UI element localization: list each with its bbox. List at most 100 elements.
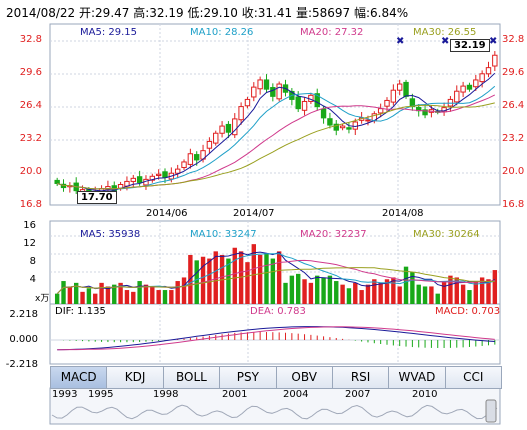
candle-body [492, 54, 498, 67]
quote-open: 开:29.47 [79, 6, 130, 20]
candle-body [314, 93, 320, 108]
volume-bar [245, 262, 250, 304]
quote-date: 2014/08/22 [6, 6, 76, 20]
price-ytick: 23.2 [19, 133, 42, 144]
volume-bar [238, 251, 244, 304]
candle-body [346, 127, 352, 130]
candle-body [194, 154, 200, 161]
volume-bar [359, 290, 364, 304]
candle-body [174, 168, 181, 174]
volume-bar [321, 277, 326, 304]
tab-kdj[interactable]: KDJ [107, 367, 164, 388]
price-ytick: 32.8 [19, 34, 42, 45]
volume-ytick: 8 [29, 256, 36, 267]
price-ma30-line [57, 102, 495, 190]
macd-dif: DIF: 1.135 [55, 306, 106, 317]
vol-ma10-legend: MA10: 33247 [190, 229, 257, 240]
volume-unit: x万 [35, 294, 50, 304]
vol-ma30-legend: MA30: 30264 [413, 229, 480, 240]
candle-body [390, 89, 397, 103]
volume-bar [448, 275, 453, 304]
x-tick-aug: 2014/08 [382, 208, 424, 219]
price-panel-frame [49, 23, 501, 206]
x-tick-jun: 2014/06 [146, 208, 188, 219]
volume-bar [118, 282, 123, 304]
volume-bar [93, 293, 98, 304]
quote-high: 高:32.19 [133, 6, 184, 20]
tab-psy[interactable]: PSY [220, 367, 277, 388]
volume-bar [270, 258, 276, 304]
candle-body [187, 153, 194, 165]
candle-body [485, 67, 492, 75]
volume-bar [479, 277, 485, 304]
volume-bar [74, 282, 79, 304]
volume-bar [435, 293, 440, 304]
volume-bar [112, 284, 117, 304]
price-ytick: 16.8 [19, 199, 42, 210]
indicator-tabs: MACD KDJ BOLL PSY OBV RSI WVAD CCI [50, 366, 502, 389]
price-ytick-right: 26.4 [502, 100, 525, 111]
volume-bar [397, 286, 402, 304]
price-ma5-legend: MA5: 29.15 [80, 27, 138, 38]
volume-bar [486, 279, 491, 304]
volume-bar [391, 277, 396, 304]
volume-bar [441, 281, 447, 304]
price-ytick: 20.0 [19, 166, 42, 177]
volume-bar [188, 254, 193, 304]
candle-body [257, 79, 263, 90]
macd-value: MACD: 0.703 [435, 306, 501, 317]
candle-body [301, 100, 308, 111]
candle-body [327, 118, 333, 126]
volume-bar [384, 279, 390, 304]
volume-bar [365, 284, 371, 304]
volume-bar [61, 281, 66, 304]
quote-header: 2014/08/22 开:29.47 高:32.19 低:29.10 收:31.… [6, 4, 408, 21]
tab-macd[interactable]: MACD [51, 367, 108, 388]
candle-body [155, 173, 162, 176]
volume-bar [473, 281, 478, 304]
volume-bar [124, 290, 130, 304]
macd-ytick: 2.218 [9, 309, 38, 320]
candle-body [213, 132, 219, 144]
volume-bar [86, 288, 92, 304]
volume-bar [327, 275, 333, 304]
volume-ytick: 12 [23, 238, 36, 249]
candle-body [251, 86, 257, 98]
volume-ytick: 4 [29, 274, 36, 285]
volume-bar [67, 286, 73, 304]
candle-body [232, 118, 238, 136]
volume-bar [257, 254, 263, 304]
candle-body [54, 179, 60, 184]
candle-body [206, 140, 213, 149]
volume-bar [54, 293, 60, 304]
volume-bar [302, 279, 307, 304]
volume-bar [226, 258, 231, 304]
price-ytick-right: 29.6 [502, 67, 525, 78]
tab-boll[interactable]: BOLL [163, 367, 221, 388]
macd-panel-frame [49, 303, 501, 365]
candle-body [460, 85, 466, 93]
price-ytick-right: 32.8 [502, 34, 525, 45]
price-ytick-right: 23.2 [502, 133, 525, 144]
volume-bar [346, 288, 352, 304]
volume-bar [137, 281, 142, 304]
tab-wvad[interactable]: WVAD [389, 367, 446, 388]
volume-bar [162, 290, 168, 304]
volume-bar [492, 270, 498, 304]
candle-body [136, 176, 143, 183]
volume-bar [429, 286, 434, 304]
candle-body [479, 73, 485, 83]
volume-bar [289, 275, 295, 304]
vol-ma30-line [56, 267, 495, 295]
tab-rsi[interactable]: RSI [332, 367, 390, 388]
star-marker-icon: ✖ [489, 36, 497, 47]
volume-bar [150, 286, 155, 304]
tab-obv[interactable]: OBV [276, 367, 333, 388]
tab-cci[interactable]: CCI [445, 367, 501, 388]
candle-body [473, 79, 479, 88]
candle-body [105, 186, 111, 190]
candle-body [149, 175, 156, 181]
candle-body [333, 123, 339, 131]
volume-bar [213, 251, 218, 304]
